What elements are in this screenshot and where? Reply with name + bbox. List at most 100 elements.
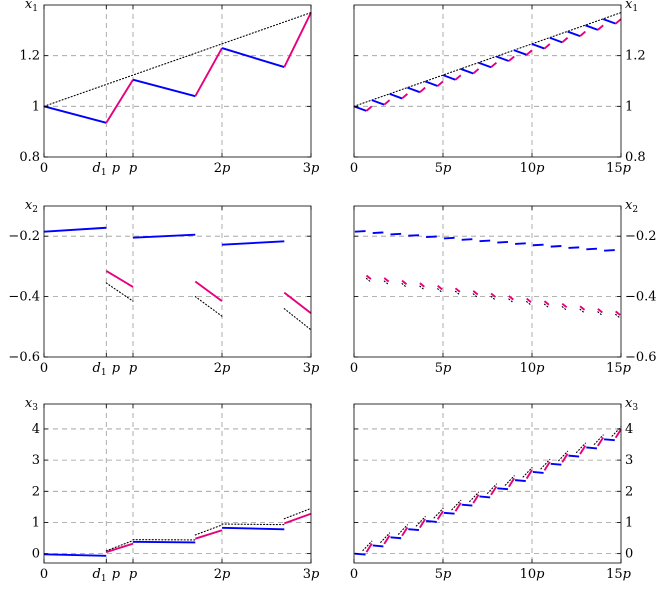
- reference-line: [508, 298, 514, 304]
- y-tick-label: −0.6: [8, 350, 40, 365]
- series-magenta-segment: [508, 477, 516, 488]
- reference-line: [353, 12, 622, 107]
- reference-line: [451, 499, 462, 511]
- x-tick-label: 5p: [435, 161, 452, 176]
- series-blue-segment: [390, 232, 402, 236]
- series-magenta-segment: [543, 43, 551, 50]
- series-blue-segment: [532, 471, 544, 474]
- series-magenta-segment: [401, 93, 409, 100]
- y-tick-label: −0.2: [625, 229, 657, 244]
- series-blue-segment: [531, 43, 545, 50]
- x-tick-label: 3p: [303, 361, 320, 376]
- y-axis-label: x2: [25, 198, 38, 215]
- x-tick-label: 3p: [303, 161, 320, 176]
- series-magenta-segment: [437, 80, 444, 87]
- reference-line: [362, 540, 373, 552]
- series-blue-segment: [354, 230, 366, 233]
- y-tick-label: 4: [32, 422, 40, 437]
- x-tick-label: d1 p: [93, 567, 121, 584]
- plot-frame: [43, 4, 312, 158]
- y-tick-label: 1: [32, 99, 40, 114]
- x-tick-label: d1 p: [93, 361, 121, 378]
- reference-line: [415, 516, 426, 527]
- x-tick-label: 0: [350, 567, 358, 582]
- reference-line: [365, 277, 372, 283]
- reference-line: [579, 308, 586, 314]
- y-tick-label: 3: [32, 453, 40, 468]
- reference-line: [397, 524, 408, 535]
- series-magenta-segment: [525, 469, 533, 480]
- series-magenta-segment: [454, 287, 461, 293]
- series-blue-segment: [585, 24, 599, 31]
- series-magenta-segment: [615, 310, 621, 316]
- reference-line: [469, 491, 480, 503]
- x-tick-label: 3p: [303, 567, 320, 582]
- x-tick-label: d1 p: [93, 161, 121, 178]
- y-tick-label: 4: [625, 422, 633, 437]
- series-magenta-segment: [472, 68, 480, 75]
- y-tick-label: 0: [625, 547, 633, 562]
- x-tick-label: 5p: [435, 361, 452, 376]
- reference-line: [558, 450, 569, 462]
- x-tick-label: 0: [350, 161, 358, 176]
- series-blue-segment: [549, 36, 563, 44]
- series-magenta-segment: [472, 290, 479, 296]
- series-blue-segment: [479, 495, 491, 499]
- series-magenta-segment: [615, 18, 622, 25]
- series-magenta-segment: [597, 436, 605, 447]
- reference-line: [221, 523, 285, 526]
- series-blue-segment: [426, 235, 437, 239]
- series-blue-segment: [604, 249, 615, 252]
- y-axis-label: x3: [25, 396, 38, 413]
- series-blue-segment: [43, 226, 107, 233]
- plot-frame: [43, 205, 312, 358]
- series-blue-segment: [586, 446, 598, 450]
- series-blue-segment: [43, 105, 107, 124]
- y-tick-label: 1.2: [19, 49, 40, 64]
- y-tick-label: −0.4: [625, 290, 657, 305]
- series-magenta-segment: [365, 543, 373, 553]
- series-blue-segment: [132, 233, 196, 239]
- reference-line: [540, 458, 551, 470]
- reference-line: [615, 313, 621, 319]
- series-blue-segment: [43, 553, 107, 557]
- series-magenta-segment: [526, 297, 532, 303]
- series-blue-segment: [407, 86, 421, 94]
- plot-frame: [353, 403, 622, 564]
- series-blue-segment: [567, 30, 581, 38]
- series-magenta-segment: [437, 284, 443, 291]
- series-blue-segment: [443, 236, 455, 240]
- series-magenta-segment: [194, 47, 223, 97]
- reference-line: [383, 280, 390, 286]
- series-blue-segment: [221, 240, 285, 246]
- reference-line: [454, 290, 461, 296]
- series-magenta-segment: [401, 279, 408, 285]
- y-axis-label: x2: [625, 198, 638, 215]
- series-blue-segment: [426, 520, 437, 523]
- y-tick-label: 2: [32, 484, 40, 499]
- y-tick-label: 1: [32, 515, 40, 530]
- reference-line: [43, 12, 312, 107]
- series-blue-segment: [496, 55, 510, 62]
- reference-line: [401, 283, 408, 288]
- series-blue-segment: [442, 74, 456, 81]
- series-magenta-segment: [383, 99, 391, 106]
- series-blue-segment: [371, 99, 385, 106]
- y-tick-label: −0.6: [625, 350, 657, 365]
- x-tick-label: 2p: [214, 161, 231, 176]
- x-tick-label: 5p: [435, 567, 452, 582]
- y-axis-label: x1: [25, 0, 38, 14]
- series-magenta-segment: [614, 428, 622, 439]
- x-tick-label: p: [129, 161, 138, 176]
- series-blue-segment: [132, 78, 196, 98]
- series-blue-segment: [408, 234, 420, 237]
- series-magenta-segment: [194, 280, 223, 302]
- series-blue-segment: [532, 243, 544, 247]
- x-tick-label: 2p: [214, 361, 231, 376]
- series-blue-segment: [461, 238, 473, 241]
- series-magenta-segment: [490, 61, 498, 68]
- plot-frame: [353, 4, 622, 158]
- series-blue-segment: [132, 540, 196, 544]
- series-blue-segment: [461, 503, 473, 507]
